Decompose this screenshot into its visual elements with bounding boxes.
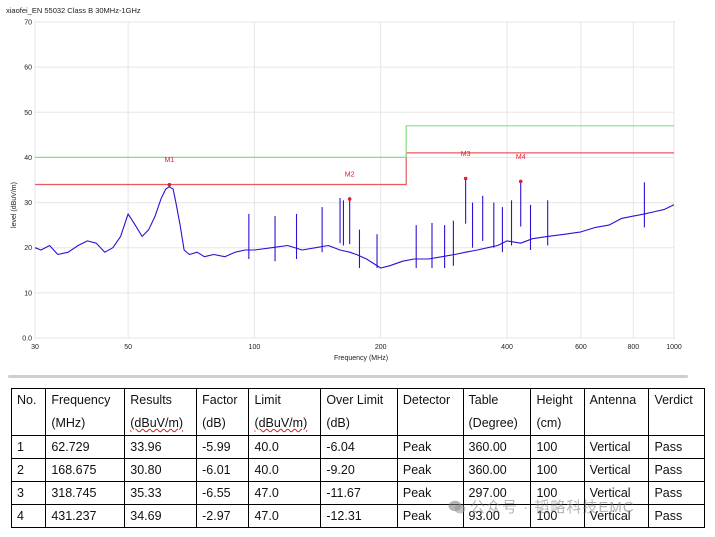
y-tick-label: 20 — [24, 245, 32, 252]
x-tick-label: 50 — [124, 344, 132, 351]
marker-label: M3 — [461, 151, 471, 158]
header-limit: Limit (dBuV/m) — [248, 388, 322, 436]
cell-over-limit: -6.04 — [320, 435, 398, 459]
cell-factor: -6.55 — [196, 481, 250, 505]
limit-lines — [35, 125, 674, 186]
cell-table: 360.00 — [462, 435, 532, 459]
emission-trace — [34, 178, 675, 269]
cell-table: 93.00 — [462, 504, 532, 528]
marker-point — [347, 197, 352, 201]
cell-results: 33.96 — [124, 435, 198, 459]
horizontal-scrollbar[interactable] — [8, 375, 688, 378]
header-verdict: Verdict — [648, 388, 705, 436]
y-tick-label: 30 — [24, 200, 32, 207]
cell-limit: 40.0 — [248, 458, 322, 482]
marker-point — [463, 176, 468, 181]
marker-label: M4 — [516, 154, 526, 161]
cell-factor: -5.99 — [196, 435, 250, 459]
x-tick-label: 30 — [31, 344, 39, 351]
marker-point — [518, 179, 523, 184]
y-tick-label: 70 — [24, 20, 32, 27]
header-results: Results (dBuV/m) — [124, 388, 198, 436]
x-tick-label: 1000 — [666, 344, 682, 351]
cell-results: 34.69 — [124, 504, 198, 528]
cell-height: 100 — [530, 458, 585, 482]
chart-title: xiaofei_EN 55032 Class B 30MHz-1GHz — [6, 6, 141, 15]
cell-table: 360.00 — [462, 458, 532, 482]
markers: M1 M2 M3 M4 — [165, 151, 526, 201]
cell-frequency: 318.745 — [45, 481, 126, 505]
cell-detector: Peak — [396, 458, 464, 482]
x-tick-label: 400 — [501, 344, 513, 351]
watermark: 公众号 · 韬略科技EMC — [448, 496, 635, 517]
grid — [34, 21, 675, 339]
header-frequency: Frequency (MHz) — [45, 388, 126, 436]
cell-frequency: 168.675 — [45, 458, 126, 482]
cell-verdict: Pass — [648, 504, 705, 528]
x-axis-label: Frequency (MHz) — [334, 355, 388, 362]
cell-over-limit: -9.20 — [320, 458, 398, 482]
cell-detector: Peak — [396, 435, 464, 459]
plot-area — [34, 21, 675, 339]
y-tick-label: 60 — [24, 65, 32, 72]
marker-point — [167, 182, 172, 187]
limit-line-red — [35, 152, 674, 186]
limit-line-green — [35, 125, 674, 158]
cell-no: 3 — [10, 481, 47, 505]
y-tick-label: 10 — [24, 290, 32, 297]
header-table: Table (Degree) — [462, 388, 532, 436]
table-header-row: No. Frequency (MHz) Results (dBuV/m) Facto… — [10, 388, 705, 436]
table-row: 4 431.237 34.69 -2.97 47.0 -12.31 Peak 9… — [10, 504, 705, 528]
x-tick-label: 200 — [375, 344, 387, 351]
cell-verdict: Pass — [648, 458, 705, 482]
y-axis-label: level (dBuV/m) — [11, 182, 18, 228]
cell-height: 100 — [530, 481, 585, 505]
marker-label: M1 — [165, 157, 175, 164]
header-no: No. — [10, 388, 47, 436]
header-factor: Factor (dB) — [196, 388, 250, 436]
x-tick-label: 100 — [249, 344, 261, 351]
cell-limit: 40.0 — [248, 435, 322, 459]
y-tick-label: 40 — [24, 155, 32, 162]
cell-limit: 47.0 — [248, 481, 322, 505]
x-tick-label: 600 — [575, 344, 587, 351]
cell-limit: 47.0 — [248, 504, 322, 528]
cell-over-limit: -12.31 — [320, 504, 398, 528]
cell-verdict: Pass — [648, 481, 705, 505]
axes: 0.0 10 20 30 40 50 60 70 30 50 100 200 400 600 800 1000 — [22, 20, 682, 352]
cell-verdict: Pass — [648, 435, 705, 459]
cell-results: 35.33 — [124, 481, 198, 505]
header-height: Height (cm) — [530, 388, 585, 436]
cell-height: 100 — [530, 504, 585, 528]
wechat-icon — [448, 500, 466, 514]
cell-results: 30.80 — [124, 458, 198, 482]
cell-height: 100 — [530, 435, 585, 459]
emission-chart: xiaofei_EN 55032 Class B 30MHz-1GHz M1 M2… — [6, 6, 682, 362]
cell-over-limit: -11.67 — [320, 481, 398, 505]
emission-line — [34, 186, 675, 269]
header-antenna: Antenna — [583, 388, 650, 436]
cell-table: 297.00 — [462, 481, 532, 505]
cell-antenna: Vertical — [583, 504, 650, 528]
header-detector: Detector — [396, 388, 464, 436]
cell-no: 1 — [10, 435, 47, 459]
cell-factor: -6.01 — [196, 458, 250, 482]
marker-label: M2 — [345, 171, 355, 178]
watermark-text: 公众号 · 韬略科技EMC — [470, 499, 635, 516]
y-tick-label: 0.0 — [22, 336, 32, 343]
header-over-limit: Over Limit (dB) — [320, 388, 398, 436]
cell-frequency: 431.237 — [45, 504, 126, 528]
x-tick-label: 800 — [627, 344, 639, 351]
cell-no: 2 — [10, 458, 47, 482]
cell-antenna: Vertical — [583, 435, 650, 459]
cell-frequency: 62.729 — [45, 435, 126, 459]
table-row: 1 62.729 33.96 -5.99 40.0 -6.04 Peak 360… — [10, 435, 705, 459]
results-table: No. Frequency (MHz) Results (dBuV/m) Facto… — [10, 388, 705, 528]
cell-factor: -2.97 — [196, 504, 250, 528]
y-tick-label: 50 — [24, 110, 32, 117]
cell-antenna: Vertical — [583, 458, 650, 482]
cell-no: 4 — [10, 504, 47, 528]
table-row: 2 168.675 30.80 -6.01 40.0 -9.20 Peak 36… — [10, 458, 705, 482]
